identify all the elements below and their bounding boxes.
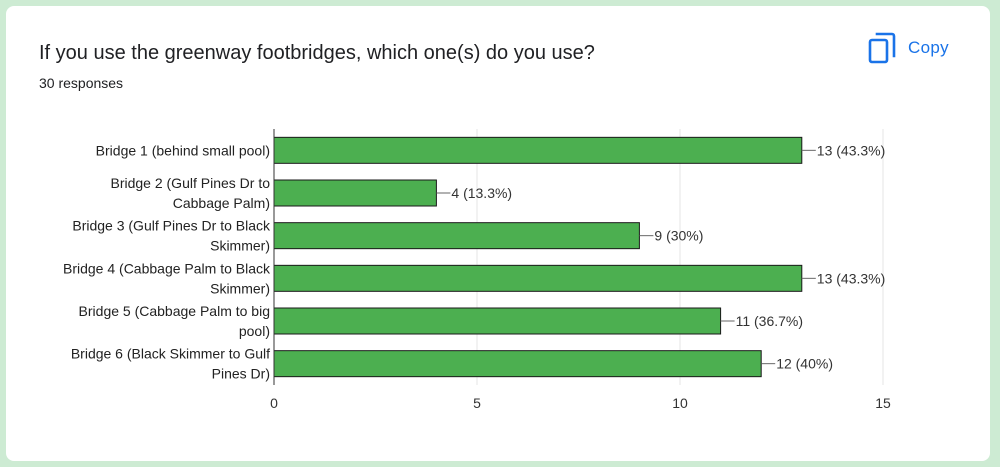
category-label: pool) <box>239 323 270 339</box>
category-label: Bridge 6 (Black Skimmer to Gulf <box>71 346 270 362</box>
bar-chart: 13 (43.3%) Bridge 1 (behind small pool) 4 … <box>63 129 891 411</box>
x-tick-label: 0 <box>270 395 278 411</box>
x-tick-label: 5 <box>473 395 481 411</box>
copy-button-label: Copy <box>908 38 949 57</box>
category-label: Skimmer) <box>210 280 270 296</box>
category-label: Pines Dr) <box>212 366 270 382</box>
response-count: 30 responses <box>39 75 124 91</box>
bar <box>273 136 803 164</box>
data-label: 12 (40%) <box>776 356 833 372</box>
data-label: 9 (30%) <box>654 228 703 244</box>
bar <box>273 264 803 292</box>
x-tick-label: 15 <box>875 395 891 411</box>
x-tick-label: 10 <box>672 395 688 411</box>
data-label: 11 (36.7%) <box>736 313 803 329</box>
category-label: Bridge 5 (Cabbage Palm to big <box>79 303 270 319</box>
bar <box>273 179 437 207</box>
category-label: Bridge 4 (Cabbage Palm to Black <box>63 260 271 276</box>
category-label: Bridge 1 (behind small pool) <box>96 142 270 158</box>
bar <box>273 222 640 250</box>
bar <box>273 307 722 335</box>
category-label: Bridge 3 (Gulf Pines Dr to Black <box>72 218 271 234</box>
copy-icon <box>868 32 896 64</box>
category-label: Cabbage Palm) <box>173 195 270 211</box>
category-label: Skimmer) <box>210 238 270 254</box>
bar <box>273 350 762 378</box>
question-title: If you use the greenway footbridges, whi… <box>39 42 595 64</box>
question-card: If you use the greenway footbridges, whi… <box>6 6 990 461</box>
data-label: 13 (43.3%) <box>817 270 885 286</box>
data-label: 4 (13.3%) <box>451 185 512 201</box>
data-label: 13 (43.3%) <box>817 142 885 158</box>
category-label: Bridge 2 (Gulf Pines Dr to <box>110 175 270 191</box>
copy-button[interactable]: Copy <box>868 28 968 68</box>
